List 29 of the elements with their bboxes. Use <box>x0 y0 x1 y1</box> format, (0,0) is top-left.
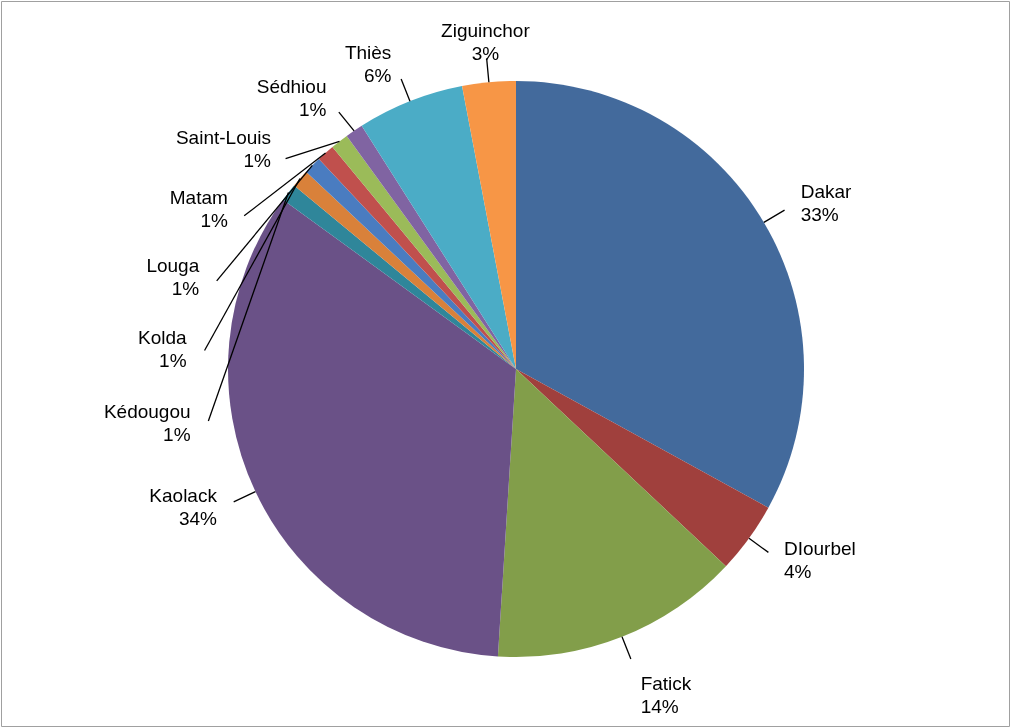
slice-label: Dakar <box>800 181 853 203</box>
data-label: 1% <box>200 209 228 231</box>
data-label: 34% <box>178 507 218 529</box>
slice-label: Matam <box>169 186 228 208</box>
data-label: 6% <box>363 64 392 86</box>
slice-label: Sédhiou <box>256 76 327 98</box>
slice-label: Saint-Louis <box>175 127 271 149</box>
slice-label: Kédougou <box>103 400 191 422</box>
pie-slice <box>462 81 516 369</box>
slice-label: Louga <box>146 254 200 276</box>
data-label: 14% <box>640 696 679 718</box>
data-label: 1% <box>171 277 200 299</box>
pie-slice <box>497 369 726 657</box>
data-label: 3% <box>471 43 500 65</box>
slice-label: DIourbel <box>783 537 856 559</box>
data-label: 1% <box>243 150 272 172</box>
slice-label: Kolda <box>137 327 187 349</box>
slice-label: Thiès <box>344 41 392 63</box>
data-label: 33% <box>800 204 839 226</box>
data-label: 1% <box>298 99 327 121</box>
pie-slice <box>361 86 516 369</box>
slice-label: Kaolack <box>149 484 218 506</box>
pie-slice <box>228 199 516 657</box>
pie-slice <box>516 369 769 567</box>
slice-label: Ziguinchor <box>441 20 531 42</box>
data-label: 1% <box>159 350 187 372</box>
data-label: 1% <box>163 423 191 445</box>
data-label: 4% <box>783 560 812 582</box>
slice-label: Fatick <box>640 673 692 695</box>
